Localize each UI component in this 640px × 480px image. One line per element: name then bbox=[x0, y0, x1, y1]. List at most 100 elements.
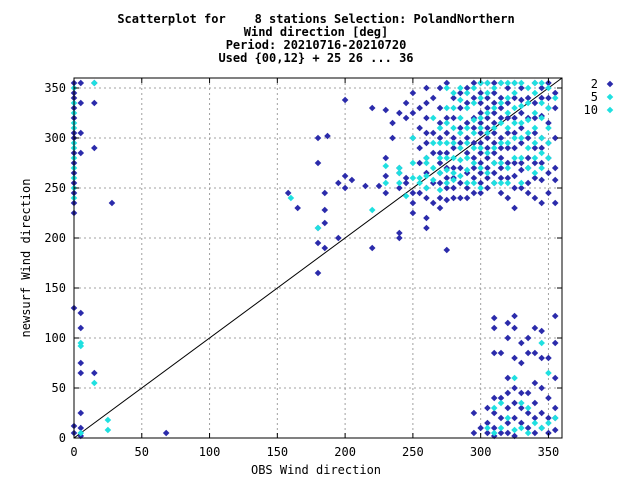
data-point bbox=[518, 119, 525, 127]
data-point bbox=[382, 189, 390, 197]
data-point bbox=[497, 139, 505, 147]
data-point bbox=[511, 354, 518, 362]
data-point bbox=[490, 324, 498, 332]
data-point bbox=[518, 154, 525, 162]
data-point bbox=[497, 179, 505, 187]
data-point bbox=[490, 169, 498, 177]
data-point bbox=[477, 129, 484, 137]
data-point bbox=[463, 166, 471, 174]
data-point bbox=[504, 319, 512, 327]
data-point bbox=[470, 189, 478, 197]
data-point bbox=[450, 104, 457, 112]
data-point bbox=[531, 324, 539, 332]
data-point bbox=[409, 199, 417, 207]
data-point bbox=[524, 389, 532, 397]
data-point bbox=[477, 124, 484, 132]
data-point bbox=[409, 174, 417, 182]
data-point bbox=[314, 159, 322, 167]
data-point bbox=[538, 354, 545, 362]
y-tick-label: 300 bbox=[44, 131, 66, 145]
data-point bbox=[511, 134, 518, 142]
data-point bbox=[443, 184, 451, 192]
data-point bbox=[450, 164, 457, 172]
data-point bbox=[518, 134, 525, 142]
data-point bbox=[91, 144, 98, 152]
data-point bbox=[470, 144, 478, 152]
data-point bbox=[457, 124, 464, 132]
data-point bbox=[443, 166, 451, 174]
data-point bbox=[470, 99, 478, 107]
data-point bbox=[524, 164, 532, 172]
data-point bbox=[484, 94, 491, 102]
data-point bbox=[429, 114, 437, 122]
data-point bbox=[531, 124, 539, 132]
data-point bbox=[450, 139, 457, 147]
data-point bbox=[457, 89, 464, 97]
data-point bbox=[545, 354, 552, 362]
data-point bbox=[402, 114, 410, 122]
data-point bbox=[511, 89, 518, 97]
data-point bbox=[457, 104, 464, 112]
data-point bbox=[450, 144, 457, 152]
data-point bbox=[490, 349, 498, 357]
data-point bbox=[484, 109, 491, 117]
x-tick-label: 50 bbox=[135, 445, 149, 459]
data-point bbox=[497, 189, 505, 197]
data-point bbox=[457, 144, 464, 152]
data-point bbox=[538, 99, 545, 107]
data-point bbox=[518, 166, 525, 174]
data-point bbox=[477, 164, 484, 172]
data-point bbox=[504, 419, 512, 427]
x-axis-ticks: 0 50 100 150 200 250 300 350 bbox=[70, 78, 559, 459]
data-point bbox=[77, 342, 85, 350]
data-point bbox=[457, 156, 464, 164]
data-point bbox=[77, 359, 85, 367]
data-point bbox=[497, 164, 505, 172]
data-point bbox=[511, 159, 518, 167]
data-point bbox=[335, 179, 342, 187]
data-point bbox=[524, 144, 532, 152]
data-point bbox=[524, 116, 532, 124]
data-point bbox=[538, 424, 545, 432]
data-point bbox=[436, 84, 444, 92]
data-point bbox=[77, 99, 85, 107]
data-point bbox=[524, 429, 532, 437]
data-point bbox=[551, 164, 559, 172]
data-point bbox=[477, 139, 484, 147]
data-point bbox=[457, 114, 464, 122]
data-point bbox=[490, 129, 498, 137]
data-point bbox=[531, 129, 539, 137]
data-point bbox=[436, 154, 444, 162]
data-point bbox=[504, 94, 512, 102]
data-point bbox=[409, 134, 417, 142]
data-point bbox=[551, 312, 559, 320]
data-point bbox=[531, 399, 539, 407]
data-point bbox=[545, 189, 552, 197]
data-point bbox=[77, 324, 85, 332]
data-point bbox=[531, 114, 539, 122]
data-point bbox=[436, 124, 444, 132]
data-point bbox=[375, 182, 383, 190]
y-tick-label: 50 bbox=[52, 381, 66, 395]
data-point bbox=[545, 169, 552, 177]
data-point bbox=[77, 424, 85, 432]
data-point bbox=[484, 89, 491, 97]
data-point bbox=[443, 114, 451, 122]
data-point bbox=[518, 419, 525, 427]
data-point bbox=[490, 409, 498, 417]
data-point bbox=[538, 149, 545, 157]
data-point bbox=[409, 109, 417, 117]
data-point bbox=[504, 114, 512, 122]
data-point bbox=[511, 114, 518, 122]
data-point bbox=[531, 89, 539, 97]
data-point bbox=[484, 149, 491, 157]
data-point bbox=[524, 154, 532, 162]
data-point bbox=[531, 194, 539, 202]
data-point bbox=[504, 174, 512, 182]
data-point bbox=[463, 139, 471, 147]
data-point bbox=[511, 324, 518, 332]
data-point bbox=[477, 89, 484, 97]
x-tick-label: 100 bbox=[199, 445, 221, 459]
data-point bbox=[531, 349, 539, 357]
data-point bbox=[402, 174, 410, 182]
